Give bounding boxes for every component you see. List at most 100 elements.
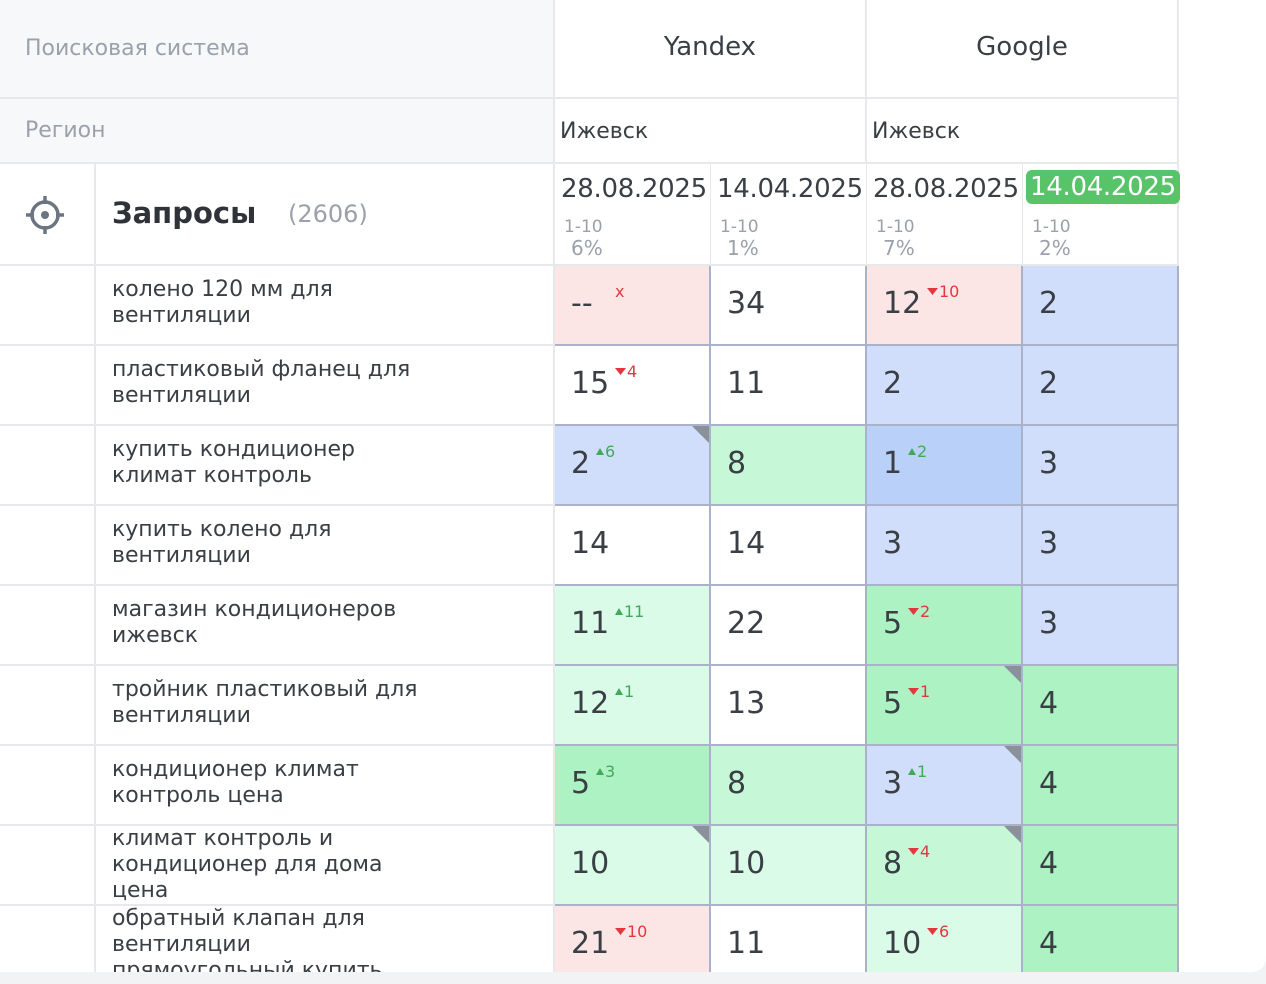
row-select-cell[interactable]	[0, 426, 96, 506]
date-column-header[interactable]: 28.08.2025 1-10 7%	[867, 164, 1023, 266]
position-value: 5	[883, 606, 903, 641]
query-cell[interactable]: магазин кондиционеров ижевск	[96, 586, 555, 666]
position-change-value: 10	[627, 922, 648, 941]
row-select-cell[interactable]	[0, 746, 96, 826]
target-cell[interactable]	[0, 164, 96, 266]
query-text-line: вентиляции	[112, 383, 251, 408]
position-cell[interactable]: 4	[1023, 826, 1179, 906]
position-cell[interactable]: 14	[555, 506, 711, 586]
row-select-cell[interactable]	[0, 826, 96, 906]
note-corner-marker[interactable]	[692, 826, 709, 843]
query-cell[interactable]: купить колено для вентиляции	[96, 506, 555, 586]
note-corner-marker[interactable]	[1004, 826, 1021, 843]
position-cell[interactable]: 2	[1023, 266, 1179, 346]
position-value: 34	[727, 286, 766, 321]
position-cell[interactable]: 11	[711, 346, 867, 426]
query-cell[interactable]: обратный клапан для вентиляции прямоугольн…	[96, 906, 555, 972]
engine-yandex[interactable]: Yandex	[555, 0, 867, 99]
row-select-cell[interactable]	[0, 906, 96, 972]
position-cell[interactable]: 10	[711, 826, 867, 906]
column-date[interactable]: 14.04.2025	[717, 174, 863, 204]
position-cell[interactable]: 12 1	[555, 666, 711, 746]
position-cell[interactable]: 22	[711, 586, 867, 666]
queries-header-cell[interactable]: Запросы (2606)	[96, 164, 555, 266]
position-cell[interactable]: 11 11	[555, 586, 711, 666]
row-select-cell[interactable]	[0, 586, 96, 666]
query-text-line: вентиляции	[112, 543, 251, 568]
column-top-percent: 7%	[883, 236, 915, 260]
position-cell[interactable]: 4	[1023, 746, 1179, 826]
query-text-line: ижевск	[112, 623, 199, 648]
note-corner-marker[interactable]	[1004, 666, 1021, 683]
row-select-cell[interactable]	[0, 346, 96, 426]
position-cell[interactable]: -- x	[555, 266, 711, 346]
position-change-value: 4	[627, 362, 638, 381]
position-cell[interactable]: 3	[1023, 586, 1179, 666]
position-change-value: 1	[920, 682, 931, 701]
query-cell[interactable]: климат контроль и кондиционер для дома цен…	[96, 826, 555, 906]
position-cell[interactable]: 3	[867, 506, 1023, 586]
query-cell[interactable]: тройник пластиковый для вентиляции	[96, 666, 555, 746]
engine-google[interactable]: Google	[867, 0, 1179, 99]
position-cell[interactable]: 21 10	[555, 906, 711, 972]
column-top-percent: 1%	[727, 236, 759, 260]
column-date[interactable]: 28.08.2025	[561, 174, 707, 204]
row-select-cell[interactable]	[0, 506, 96, 586]
date-column-header[interactable]: 28.08.2025 1-10 6%	[555, 164, 711, 266]
query-cell[interactable]: пластиковый фланец для вентиляции	[96, 346, 555, 426]
date-column-header[interactable]: 14.04.2025 1-10 2%	[1023, 164, 1180, 266]
position-cell[interactable]: 4	[1023, 906, 1179, 972]
position-cell[interactable]: 14	[711, 506, 867, 586]
column-date[interactable]: 28.08.2025	[873, 174, 1019, 204]
query-text-line: кондиционер для дома	[112, 852, 383, 877]
queries-count: (2606)	[288, 200, 368, 228]
note-corner-marker[interactable]	[1004, 746, 1021, 763]
position-value: 2	[1039, 366, 1059, 401]
position-cell[interactable]: 8	[711, 426, 867, 506]
arrow-up-icon	[908, 448, 916, 455]
position-value: 14	[571, 526, 610, 561]
position-cell[interactable]: 4	[1023, 666, 1179, 746]
position-change-value: 1	[917, 762, 928, 781]
position-cell[interactable]: 15 4	[555, 346, 711, 426]
column-date[interactable]: 14.04.2025	[1026, 170, 1180, 204]
position-cell[interactable]: 11	[711, 906, 867, 972]
position-cell[interactable]: 13	[711, 666, 867, 746]
date-column-header[interactable]: 14.04.2025 1-10 1%	[711, 164, 867, 266]
position-change-value: 6	[939, 922, 950, 941]
position-cell[interactable]: 10	[555, 826, 711, 906]
query-text-line: вентиляции	[112, 303, 251, 328]
crosshair-icon[interactable]	[25, 195, 65, 235]
query-cell[interactable]: кондиционер климат контроль цена	[96, 746, 555, 826]
position-cell[interactable]: 10 6	[867, 906, 1023, 972]
arrow-down-icon	[908, 688, 919, 695]
position-change-value: 6	[605, 442, 616, 461]
row-select-cell[interactable]	[0, 666, 96, 746]
position-change-value: 2	[917, 442, 928, 461]
query-cell[interactable]: купить кондиционер климат контроль	[96, 426, 555, 506]
position-cell[interactable]: 8	[711, 746, 867, 826]
region-label: Регион	[25, 118, 106, 143]
query-text-line: купить колено для	[112, 517, 332, 542]
position-cell[interactable]: 34	[711, 266, 867, 346]
row-select-cell[interactable]	[0, 266, 96, 346]
query-cell[interactable]: колено 120 мм для вентиляции	[96, 266, 555, 346]
position-cell[interactable]: 3	[1023, 506, 1179, 586]
query-text-line: цена	[112, 878, 169, 903]
arrow-down-icon	[615, 368, 626, 375]
note-corner-marker[interactable]	[692, 426, 709, 443]
position-value: 3	[1039, 606, 1059, 641]
region-yandex: Ижевск	[555, 99, 867, 164]
position-cell[interactable]: 2	[1023, 346, 1179, 426]
position-value: 11	[727, 926, 766, 961]
position-cell[interactable]: 3	[1023, 426, 1179, 506]
position-cell[interactable]: 2	[867, 346, 1023, 426]
position-cell[interactable]: 12 10	[867, 266, 1023, 346]
